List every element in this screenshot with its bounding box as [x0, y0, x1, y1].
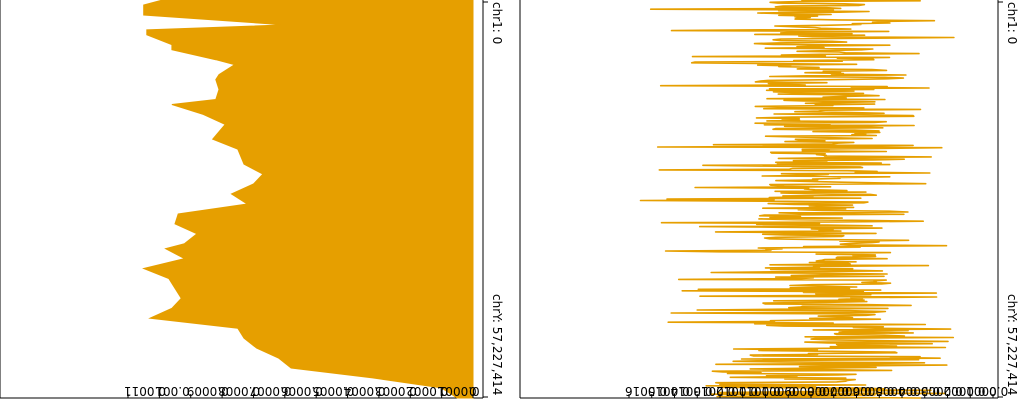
genome-start-label: chr1: 0 [490, 2, 504, 44]
panel-left: 00.00010.00020.00030.00040.00050.00060.0… [0, 0, 504, 399]
panel-right: 00.00010.00020.00030.00040.00050.00060.0… [519, 0, 1019, 399]
value-tick-label: 0.0006 [281, 384, 323, 398]
value-tick-label: 0.0001 [438, 384, 480, 398]
genome-start-label: chr1: 0 [1005, 2, 1019, 44]
value-tick-label: 0.001 [762, 384, 796, 398]
value-tick-label: 0.0007 [830, 384, 872, 398]
value-tick-label: 0.001 [155, 384, 189, 398]
value-tick-label: 0.0009 [187, 384, 229, 398]
value-tick-label: 0.0004 [344, 384, 386, 398]
genome-end-label: chrY: 57,227,414 [490, 294, 504, 395]
value-tick-label: 0.0008 [218, 384, 260, 398]
coverage-area-series [142, 0, 474, 399]
value-tick-label: 0.0011 [739, 384, 781, 398]
value-tick-label: 0.0003 [375, 384, 417, 398]
value-tick-label: 0.0012 [716, 384, 758, 398]
value-tick-label: 0.0011 [124, 384, 166, 398]
value-tick-label: 0.0004 [898, 384, 940, 398]
value-tick-label: 0.0005 [312, 384, 354, 398]
genome-end-label: chrY: 57,227,414 [1005, 294, 1019, 395]
value-tick-label: 0.0001 [966, 384, 1008, 398]
value-tick-label: 0.0002 [406, 384, 448, 398]
value-tick-label: 0 [989, 384, 997, 398]
value-tick-label: 0.0009 [784, 384, 826, 398]
value-tick-label: 0.0013 [693, 384, 735, 398]
value-tick-label: 0.0006 [853, 384, 895, 398]
value-tick-label: 0.0015 [648, 384, 690, 398]
value-tick-label: 0 [469, 384, 477, 398]
value-tick-label: 0.0003 [921, 384, 963, 398]
value-tick-label: 0.0014 [671, 384, 713, 398]
coverage-line-series [639, 0, 955, 399]
value-tick-label: 0.0005 [875, 384, 917, 398]
value-tick-label: 0.0007 [249, 384, 291, 398]
value-tick-label: 0.0008 [807, 384, 849, 398]
value-tick-label: 0.0002 [944, 384, 986, 398]
value-tick-label: 0.0016 [625, 384, 667, 398]
